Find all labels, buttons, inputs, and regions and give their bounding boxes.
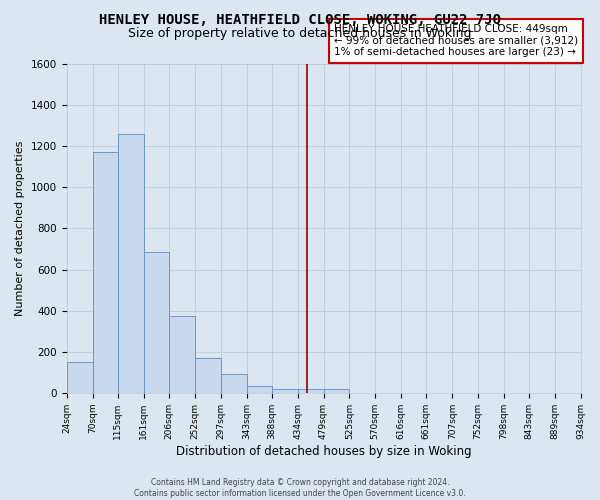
Bar <box>169 316 196 393</box>
X-axis label: Distribution of detached houses by size in Woking: Distribution of detached houses by size … <box>176 444 472 458</box>
Text: Contains HM Land Registry data © Crown copyright and database right 2024.
Contai: Contains HM Land Registry data © Crown c… <box>134 478 466 498</box>
Text: HENLEY HOUSE, HEATHFIELD CLOSE, WOKING, GU22 7JQ: HENLEY HOUSE, HEATHFIELD CLOSE, WOKING, … <box>99 12 501 26</box>
Bar <box>323 388 349 393</box>
Bar <box>196 358 221 393</box>
Bar <box>221 374 247 393</box>
Bar <box>92 152 118 393</box>
Y-axis label: Number of detached properties: Number of detached properties <box>15 140 25 316</box>
Bar <box>144 252 169 393</box>
Text: Size of property relative to detached houses in Woking: Size of property relative to detached ho… <box>128 28 472 40</box>
Bar <box>272 388 298 393</box>
Bar <box>67 362 92 393</box>
Bar <box>298 388 323 393</box>
Text: HENLEY HOUSE HEATHFIELD CLOSE: 449sqm
← 99% of detached houses are smaller (3,91: HENLEY HOUSE HEATHFIELD CLOSE: 449sqm ← … <box>334 24 578 58</box>
Bar <box>118 134 144 393</box>
Bar <box>247 386 272 393</box>
